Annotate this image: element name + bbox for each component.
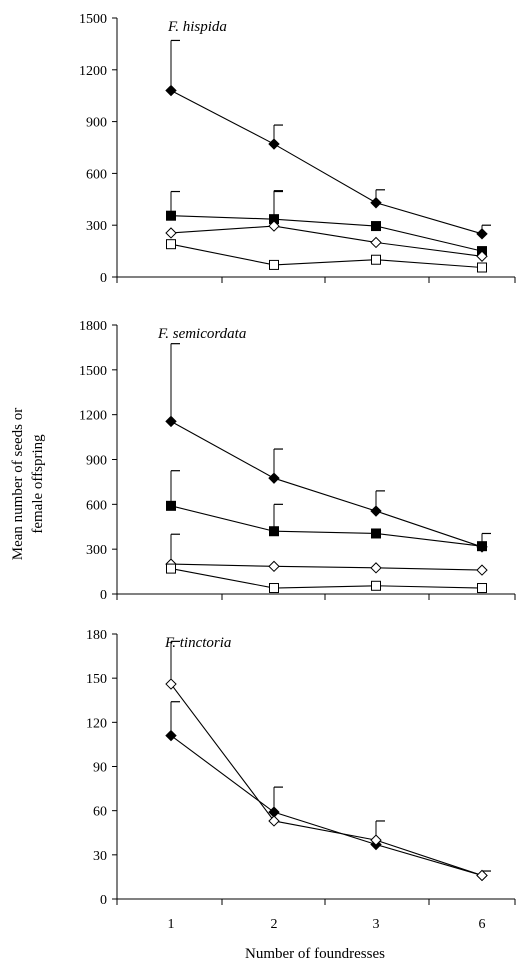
panel-2: 0 300 600 900 1200 1500 1800 F. semicordata	[79, 319, 515, 603]
data-point	[372, 581, 381, 590]
x-tick-label: 6	[479, 917, 486, 932]
data-point	[478, 584, 487, 593]
data-point	[270, 260, 279, 269]
x-tick-label: 1	[168, 917, 175, 932]
series-open-diamond	[166, 641, 487, 880]
data-point	[166, 228, 176, 238]
y-tick-label: 1200	[79, 64, 107, 79]
series-line	[171, 226, 482, 256]
series-line	[171, 216, 482, 251]
series-line	[171, 684, 482, 875]
data-point	[371, 198, 381, 208]
series-filled-diamond	[166, 344, 491, 552]
data-point	[166, 679, 176, 689]
y-tick-label: 900	[86, 454, 107, 469]
y-tick-label: 300	[86, 543, 107, 558]
y-tick-label: 900	[86, 116, 107, 131]
x-tick-label: 2	[271, 917, 278, 932]
y-tick-label: 0	[100, 271, 107, 286]
y-tick-label: 90	[93, 761, 107, 776]
series-open-diamond	[166, 534, 487, 575]
data-point	[372, 255, 381, 264]
data-point	[477, 870, 487, 880]
series-filled-square	[167, 471, 487, 551]
series-open-square	[167, 240, 487, 272]
y-tick-label: 0	[100, 893, 107, 908]
data-point	[166, 731, 176, 741]
data-point	[478, 542, 487, 551]
series-line	[171, 564, 482, 570]
data-point	[166, 86, 176, 96]
y-tick-label: 600	[86, 498, 107, 513]
y-tick-label: 600	[86, 167, 107, 182]
series-line	[171, 91, 482, 234]
data-point	[477, 565, 487, 575]
x-axis-label: Number of foundresses	[245, 946, 385, 962]
data-point	[270, 584, 279, 593]
series-line	[171, 506, 482, 546]
series-open-diamond	[166, 192, 487, 262]
series-line	[171, 736, 482, 876]
data-point	[167, 211, 176, 220]
panel-title: F. tinctoria	[164, 635, 231, 651]
y-tick-label: 180	[86, 628, 107, 643]
data-point	[167, 240, 176, 249]
y-tick-label: 60	[93, 805, 107, 820]
x-tick-label: 3	[373, 917, 380, 932]
y-axis-label: Mean number of seeds or female offspring	[10, 408, 46, 560]
series-open-square	[167, 564, 487, 592]
series-filled-diamond	[166, 40, 491, 238]
y-tick-label: 150	[86, 672, 107, 687]
y-tick-label: 1500	[79, 12, 107, 27]
y-tick-label: 1800	[79, 319, 107, 334]
data-point	[477, 229, 487, 239]
panel-title: F. hispida	[167, 19, 227, 35]
series-line	[171, 244, 482, 267]
series-filled-square	[167, 191, 487, 256]
y-axis-label-line-2: female offspring	[30, 434, 46, 534]
data-point	[269, 473, 279, 483]
series-line	[171, 569, 482, 588]
series-line	[171, 421, 482, 547]
y-tick-label: 30	[93, 849, 107, 864]
data-point	[372, 222, 381, 231]
data-point	[372, 529, 381, 538]
data-point	[166, 416, 176, 426]
panel-title: F. semicordata	[157, 326, 246, 342]
y-tick-label: 1200	[79, 409, 107, 424]
data-point	[269, 139, 279, 149]
y-axis-label-line-1: Mean number of seeds or	[10, 408, 26, 560]
data-point	[167, 564, 176, 573]
y-tick-label: 120	[86, 716, 107, 731]
series-filled-diamond	[166, 702, 491, 881]
data-point	[269, 816, 279, 826]
data-point	[371, 563, 381, 573]
y-tick-label: 0	[100, 588, 107, 603]
data-point	[167, 501, 176, 510]
y-tick-label: 1500	[79, 364, 107, 379]
panel-1: 0 300 600 900 1200 1500 F. hispida	[79, 12, 515, 286]
data-point	[371, 237, 381, 247]
data-point	[371, 506, 381, 516]
data-point	[270, 527, 279, 536]
panel-3: 0 30 60 90 120 150 180 F. tinctoria 1 2 3 6	[86, 628, 515, 932]
data-point	[478, 263, 487, 272]
y-tick-label: 300	[86, 219, 107, 234]
data-point	[269, 561, 279, 571]
